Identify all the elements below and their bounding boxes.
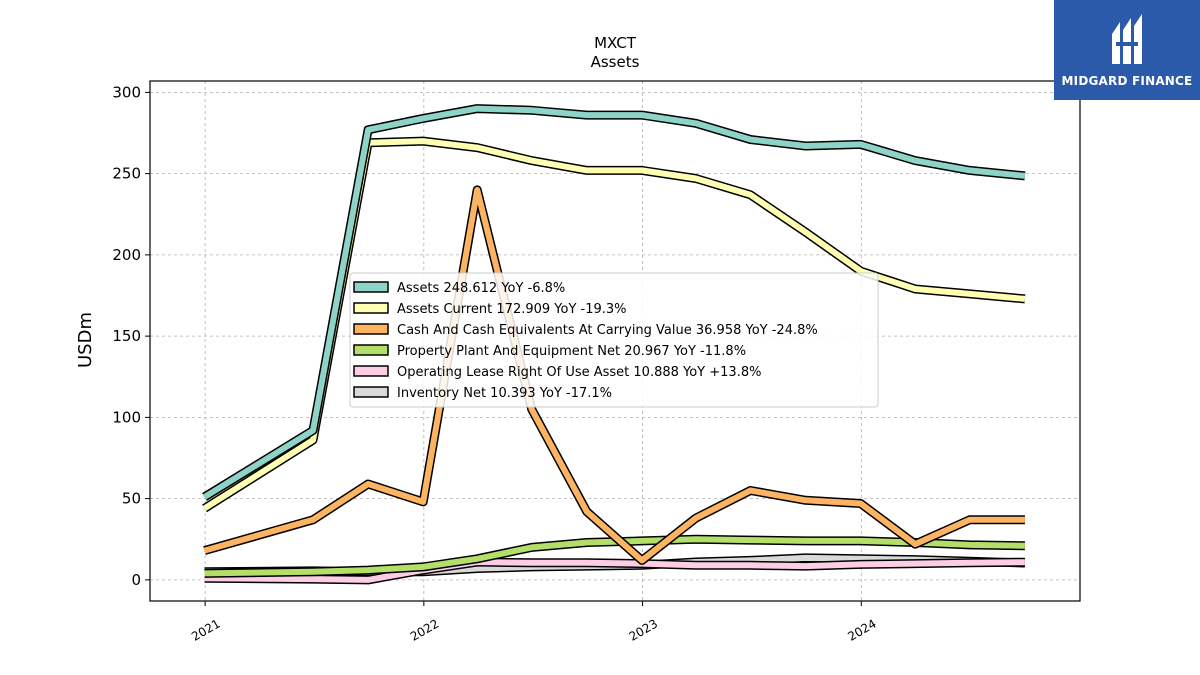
legend-entry: Inventory Net 10.393 YoY -17.1%	[397, 386, 612, 401]
legend-entry: Operating Lease Right Of Use Asset 10.88…	[397, 365, 761, 380]
legend-swatch	[353, 323, 389, 335]
y-tick-label: 0	[131, 571, 141, 589]
chart-title: MXCT	[594, 34, 637, 52]
y-tick-label: 200	[112, 246, 141, 264]
series-line	[204, 534, 1025, 578]
x-tick-label: 2023	[627, 616, 660, 643]
legend-swatch	[353, 344, 389, 356]
legend-entry: Assets 248.612 YoY -6.8%	[397, 281, 565, 296]
legend-swatch	[353, 302, 389, 314]
brand-logo: MIDGARD FINANCE	[1054, 0, 1200, 100]
x-tick-label: 2021	[189, 616, 222, 643]
series-line-fill	[202, 105, 1026, 500]
series-line	[202, 136, 1026, 513]
x-tick-label: 2024	[845, 616, 878, 643]
legend-swatch	[353, 281, 389, 293]
legend-entry: Assets Current 172.909 YoY -19.3%	[397, 302, 627, 317]
brand-name: MIDGARD FINANCE	[1061, 74, 1193, 88]
plot-frame	[149, 80, 1081, 602]
y-tick-label: 50	[122, 490, 141, 508]
y-tick-label: 100	[112, 408, 141, 426]
y-tick-label: 150	[112, 327, 141, 345]
series-line-fill	[203, 186, 1025, 564]
y-tick-label: 300	[112, 83, 141, 101]
x-tick-label: 2022	[408, 616, 441, 643]
series-line-fill	[204, 536, 1025, 577]
series-lines	[202, 104, 1026, 585]
midgard-logo-icon	[1112, 14, 1142, 64]
legend-entry: Property Plant And Equipment Net 20.967 …	[397, 344, 746, 359]
y-axis-label: USDm	[75, 312, 96, 368]
legend-swatch	[353, 365, 389, 377]
chart-subtitle: Assets	[591, 53, 640, 71]
legend-box	[349, 272, 879, 408]
series-line-fill	[202, 138, 1026, 511]
legend: Assets 248.612 YoY -6.8% Assets Current 1…	[349, 272, 879, 408]
y-tick-label: 250	[112, 165, 141, 183]
series-line	[202, 104, 1026, 501]
series-line	[203, 185, 1025, 565]
legend-entry: Cash And Cash Equivalents At Carrying Va…	[397, 323, 818, 338]
legend-swatch	[353, 386, 389, 398]
